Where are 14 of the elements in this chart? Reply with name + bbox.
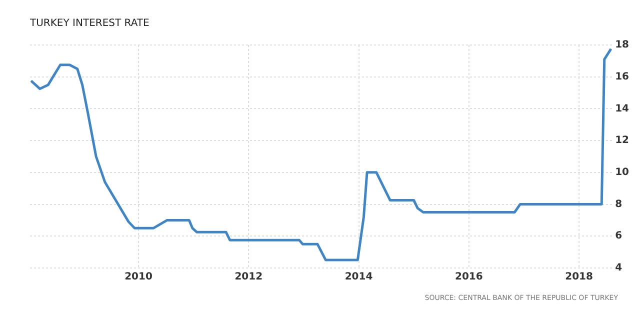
chart-title: TURKEY INTEREST RATE: [30, 18, 150, 29]
x-tick-label: 2018: [565, 272, 593, 283]
x-tick-label: 2010: [124, 272, 152, 283]
y-tick-label: 18: [615, 40, 630, 51]
y-tick-label: 14: [615, 103, 630, 114]
y-tick-label: 8: [615, 198, 622, 210]
y-tick-label: 10: [615, 167, 630, 178]
y-tick-label: 12: [615, 135, 630, 146]
x-tick-label: 2014: [344, 272, 373, 283]
y-tick-label: 4: [615, 262, 622, 274]
x-tick-label: 2016: [454, 272, 483, 283]
x-tick-label: 2012: [234, 272, 263, 283]
y-tick-label: 16: [615, 71, 630, 82]
y-tick-label: 6: [615, 230, 622, 242]
